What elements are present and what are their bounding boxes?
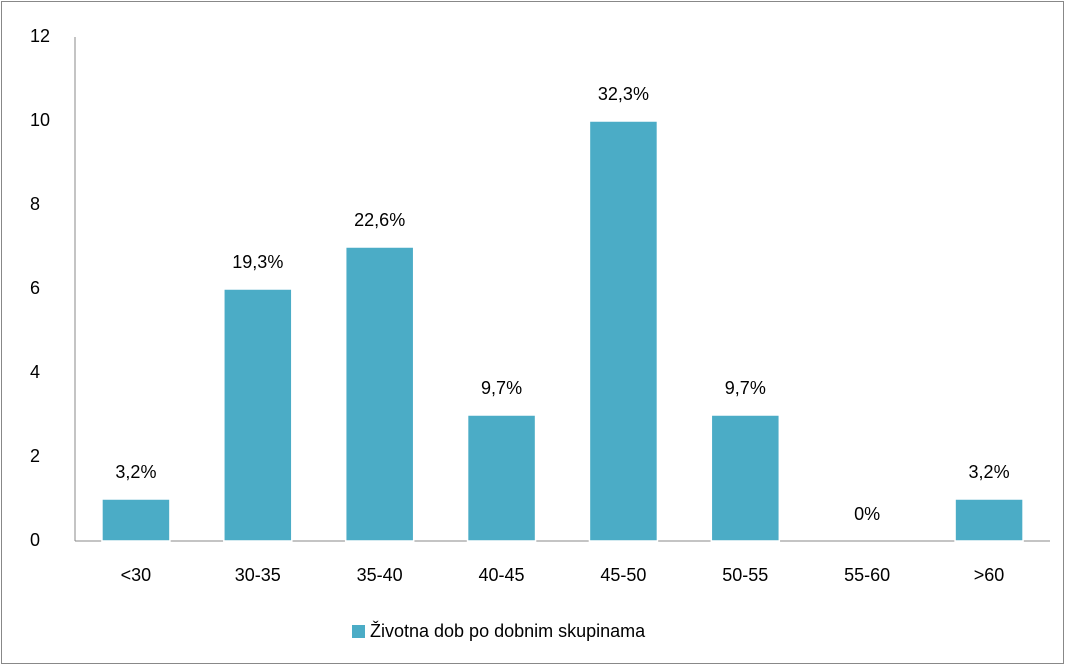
x-tick-label: 50-55 xyxy=(722,565,768,585)
bar xyxy=(954,498,1024,542)
data-label: 32,3% xyxy=(598,84,649,104)
x-tick-label: 40-45 xyxy=(479,565,525,585)
bar xyxy=(466,414,537,542)
data-label: 22,6% xyxy=(354,210,405,230)
y-tick-label: 2 xyxy=(30,446,40,466)
bar xyxy=(223,288,293,542)
y-tick-label: 0 xyxy=(30,530,40,550)
data-label: 9,7% xyxy=(725,378,766,398)
x-tick-label: 35-40 xyxy=(357,565,403,585)
x-tick-label: 30-35 xyxy=(235,565,281,585)
y-tick-label: 12 xyxy=(30,26,50,46)
x-tick-label: 45-50 xyxy=(600,565,646,585)
bar xyxy=(344,246,415,542)
y-tick-label: 10 xyxy=(30,110,50,130)
data-label: 9,7% xyxy=(481,378,522,398)
bar xyxy=(710,414,781,542)
y-tick-label: 8 xyxy=(30,194,40,214)
y-tick-label: 4 xyxy=(30,362,40,382)
data-label: 0% xyxy=(854,504,880,524)
data-label: 3,2% xyxy=(969,462,1010,482)
legend-label: Životna dob po dobnim skupinama xyxy=(370,621,646,641)
y-tick-label: 6 xyxy=(30,278,40,298)
x-tick-label: >60 xyxy=(974,565,1005,585)
bar xyxy=(101,498,171,542)
data-label: 3,2% xyxy=(115,462,156,482)
x-tick-label: 55-60 xyxy=(844,565,890,585)
legend-swatch xyxy=(352,625,365,638)
data-label: 19,3% xyxy=(232,252,283,272)
x-tick-label: <30 xyxy=(121,565,152,585)
bar xyxy=(588,120,659,542)
